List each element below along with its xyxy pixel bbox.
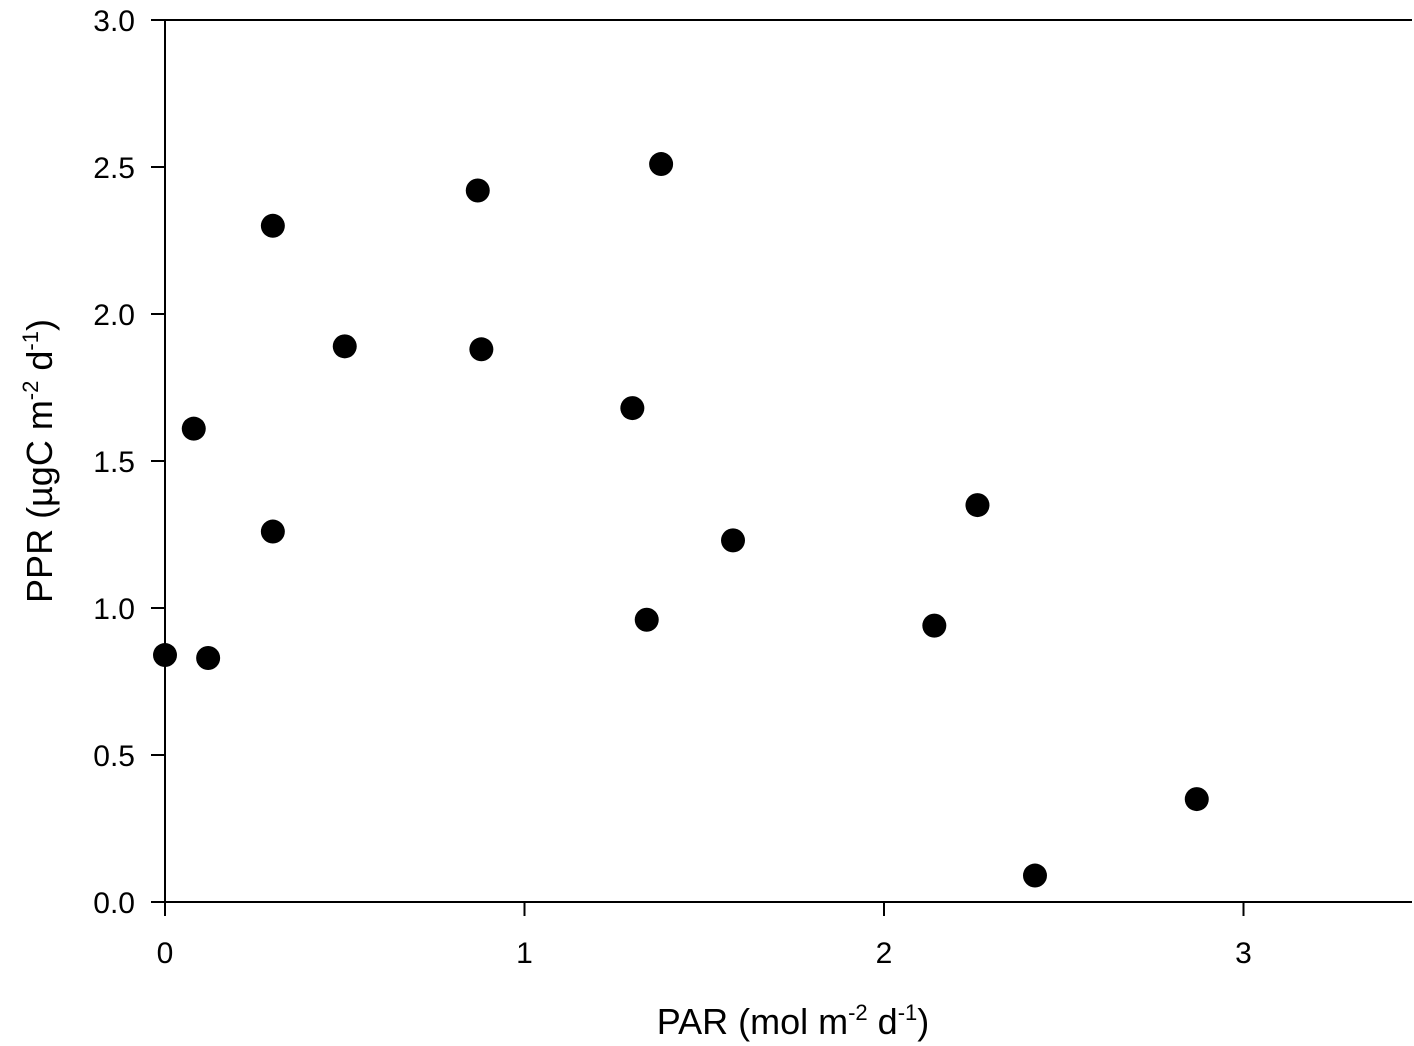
x-tick-label: 3 bbox=[1235, 937, 1252, 970]
x-tick-label: 0 bbox=[157, 937, 174, 970]
y-tick-label: 3.0 bbox=[93, 5, 135, 38]
data-point bbox=[260, 213, 285, 238]
data-point bbox=[634, 607, 659, 632]
data-point bbox=[1184, 787, 1209, 812]
data-point bbox=[153, 643, 177, 668]
x-axis-title-sup-2: -1 bbox=[898, 1000, 918, 1025]
y-ticks: 0.0 0.5 1.0 1.5 2.0 2.5 3.0 bbox=[93, 5, 165, 920]
axes bbox=[164, 19, 1412, 903]
data-point bbox=[1022, 863, 1047, 888]
data-point bbox=[965, 493, 990, 518]
y-axis-title-sup-1: -2 bbox=[18, 381, 43, 401]
y-tick-label: 0.5 bbox=[93, 740, 135, 773]
data-point bbox=[181, 416, 206, 441]
data-point bbox=[649, 152, 674, 177]
y-tick-label: 2.0 bbox=[93, 299, 135, 332]
y-axis-title-part-1: PPR (µgC m bbox=[19, 400, 60, 603]
data-point bbox=[332, 334, 357, 359]
data-point bbox=[465, 178, 490, 203]
x-tick-label: 2 bbox=[876, 937, 893, 970]
y-tick-label: 1.0 bbox=[93, 593, 135, 626]
y-axis-title-part-3: ) bbox=[19, 319, 60, 331]
data-point bbox=[620, 396, 645, 421]
y-tick-label: 1.5 bbox=[93, 446, 135, 479]
y-axis-title-sup-2: -1 bbox=[18, 331, 43, 351]
data-point bbox=[721, 528, 746, 553]
data-point bbox=[260, 519, 285, 544]
x-axis-title-part-2: d bbox=[868, 1001, 898, 1042]
x-axis-title-part-1: PAR (mol m bbox=[657, 1001, 848, 1042]
data-point bbox=[469, 337, 494, 362]
x-axis-title-sup-1: -2 bbox=[848, 1000, 868, 1025]
data-point bbox=[196, 645, 221, 670]
data-points bbox=[153, 152, 1209, 888]
data-point bbox=[922, 613, 947, 638]
x-axis-title: PAR (mol m-2 d-1) bbox=[657, 1000, 930, 1042]
y-axis-title: PPR (µgC m-2 d-1) bbox=[18, 319, 60, 603]
x-ticks: 0 1 2 3 bbox=[157, 902, 1252, 970]
x-axis-title-part-3: ) bbox=[917, 1001, 929, 1042]
y-tick-label: 0.0 bbox=[93, 887, 135, 920]
x-tick-label: 1 bbox=[516, 937, 533, 970]
y-tick-label: 2.5 bbox=[93, 152, 135, 185]
y-axis-title-part-2: d bbox=[19, 351, 60, 381]
